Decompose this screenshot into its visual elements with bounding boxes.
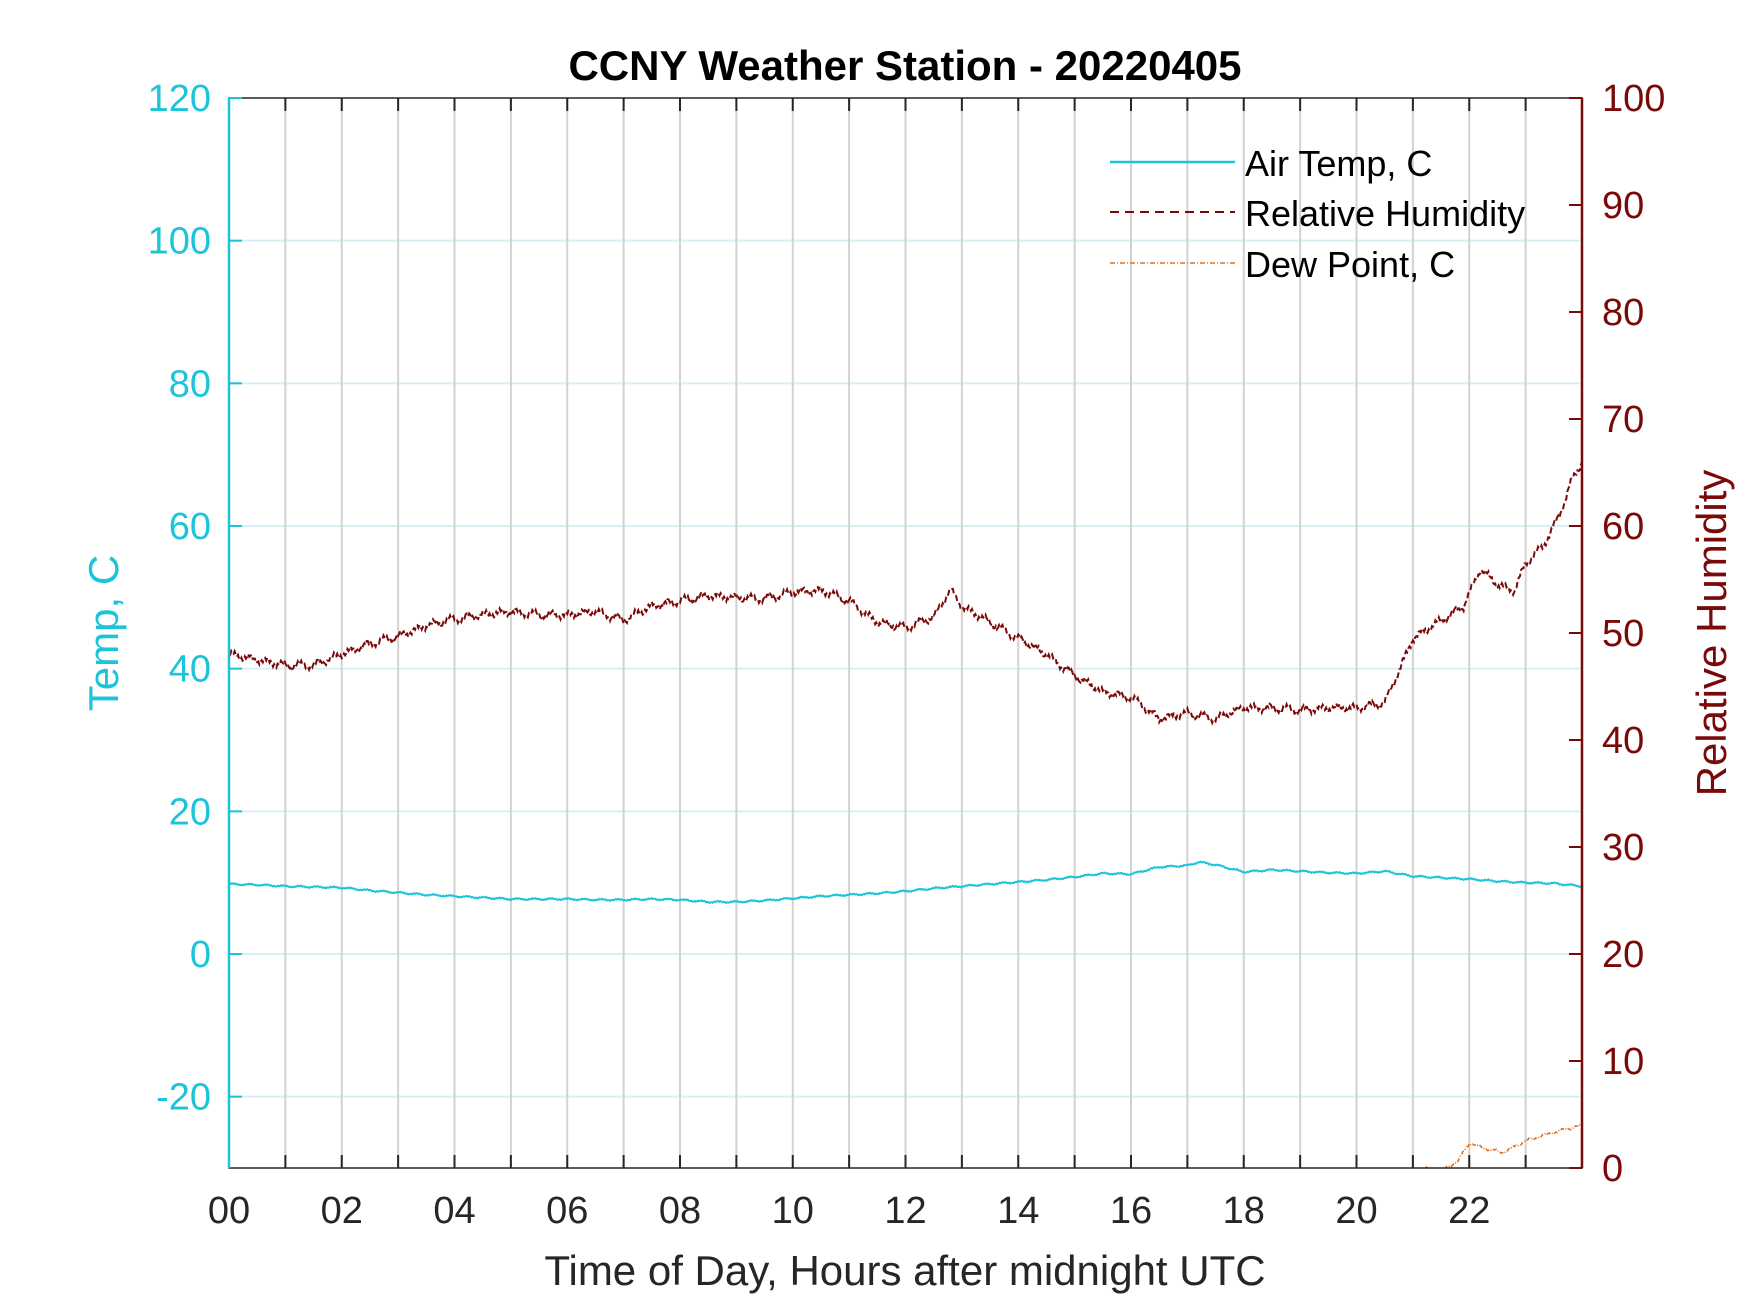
series-layer bbox=[229, 461, 1582, 1168]
right-y-tick-label: 30 bbox=[1602, 827, 1644, 869]
vertical-gridlines bbox=[284, 98, 1527, 1168]
right-y-tick-label: 0 bbox=[1602, 1148, 1623, 1190]
x-tick-label: 22 bbox=[1448, 1190, 1490, 1232]
left-y-tick-label: 120 bbox=[148, 78, 211, 120]
right-y-tick-label: 90 bbox=[1602, 185, 1644, 227]
left-y-axis-ticks: -20 0 20 40 60 80 100 120 bbox=[148, 78, 242, 1119]
legend-label-dew-point: Dew Point, C bbox=[1245, 244, 1455, 285]
left-y-tick-label: 0 bbox=[190, 934, 211, 976]
legend-label-air-temp: Air Temp, C bbox=[1245, 143, 1432, 184]
left-y-tick-label: -20 bbox=[156, 1077, 211, 1119]
x-tick-label: 08 bbox=[659, 1190, 701, 1232]
x-tick-label: 02 bbox=[321, 1190, 363, 1232]
right-y-tick-label: 40 bbox=[1602, 720, 1644, 762]
chart-title: CCNY Weather Station - 20220405 bbox=[568, 42, 1241, 89]
right-y-axis-label: Relative Humidity bbox=[1688, 470, 1735, 797]
x-tick-label: 20 bbox=[1335, 1190, 1377, 1232]
right-y-tick-label: 50 bbox=[1602, 613, 1644, 655]
right-y-tick-label: 20 bbox=[1602, 934, 1644, 976]
dew-point-line bbox=[1424, 1123, 1582, 1168]
legend-label-relative-humidity: Relative Humidity bbox=[1245, 193, 1525, 234]
x-tick-label: 10 bbox=[772, 1190, 814, 1232]
x-tick-label: 00 bbox=[208, 1190, 250, 1232]
x-tick-label: 16 bbox=[1110, 1190, 1152, 1232]
left-y-tick-label: 80 bbox=[169, 363, 211, 405]
air-temp-line bbox=[229, 860, 1582, 905]
x-tick-label: 18 bbox=[1223, 1190, 1265, 1232]
x-axis-ticks: 00 02 04 06 08 10 12 14 16 18 20 22 bbox=[208, 98, 1527, 1232]
left-y-tick-label: 60 bbox=[169, 506, 211, 548]
right-y-tick-label: 80 bbox=[1602, 292, 1644, 334]
x-tick-label: 14 bbox=[997, 1190, 1039, 1232]
left-y-axis-label: Temp, C bbox=[80, 555, 127, 711]
right-y-tick-label: 10 bbox=[1602, 1041, 1644, 1083]
right-y-axis-ticks: 0 10 20 30 40 50 60 70 80 90 100 bbox=[1569, 78, 1665, 1190]
x-tick-label: 12 bbox=[884, 1190, 926, 1232]
right-y-tick-label: 60 bbox=[1602, 506, 1644, 548]
right-y-tick-label: 100 bbox=[1602, 78, 1665, 120]
left-y-tick-label: 40 bbox=[169, 649, 211, 691]
x-tick-label: 06 bbox=[546, 1190, 588, 1232]
x-axis-label: Time of Day, Hours after midnight UTC bbox=[544, 1247, 1265, 1294]
left-y-tick-label: 20 bbox=[169, 791, 211, 833]
x-tick-label: 04 bbox=[433, 1190, 475, 1232]
relative-humidity-line bbox=[229, 461, 1582, 726]
right-y-tick-label: 70 bbox=[1602, 399, 1644, 441]
legend: Air Temp, C Relative Humidity Dew Point,… bbox=[1110, 143, 1525, 285]
left-y-tick-label: 100 bbox=[148, 221, 211, 263]
